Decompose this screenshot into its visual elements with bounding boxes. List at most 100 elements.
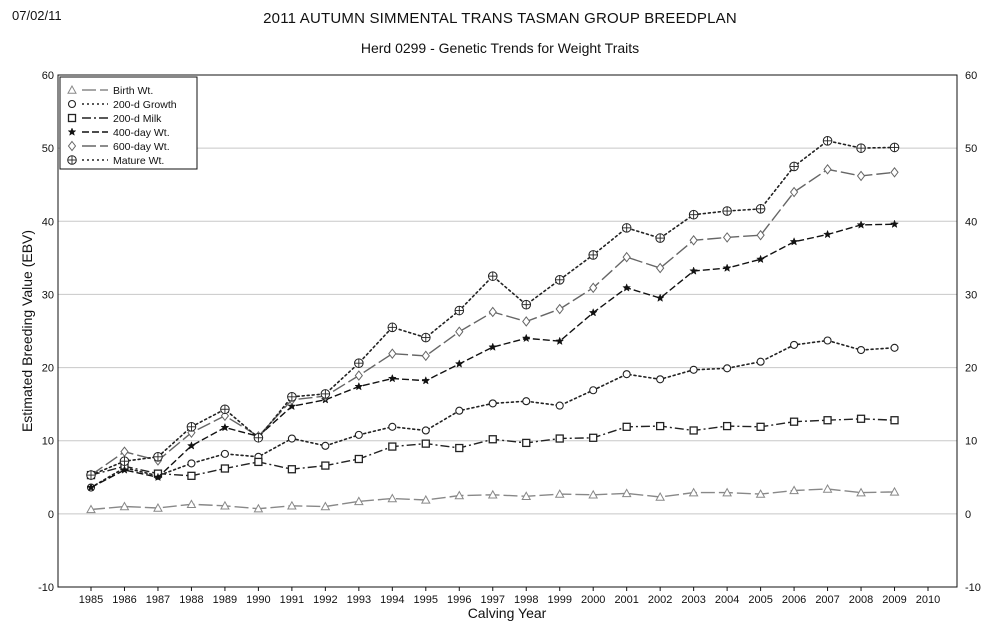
data-point xyxy=(388,422,397,431)
data-point xyxy=(455,406,464,415)
series-line xyxy=(90,339,896,489)
data-point xyxy=(187,471,196,480)
data-point xyxy=(67,99,77,109)
data-point xyxy=(621,488,632,498)
data-point xyxy=(656,262,665,274)
data-point xyxy=(522,397,531,406)
data-point xyxy=(67,113,77,123)
series-group xyxy=(86,136,900,514)
data-point xyxy=(856,414,866,423)
data-point xyxy=(789,161,799,172)
data-point xyxy=(655,233,665,243)
series-200-d-milk xyxy=(86,414,899,480)
data-point xyxy=(621,223,632,233)
data-point xyxy=(789,417,799,426)
data-point xyxy=(555,401,564,410)
x-tick-label: 1986 xyxy=(112,594,136,606)
y-tick-label-right: 30 xyxy=(965,289,977,301)
x-axis-label: Calving Year xyxy=(468,605,547,621)
x-tick-label: 1988 xyxy=(179,594,203,606)
data-point xyxy=(220,404,230,415)
data-point xyxy=(487,489,498,499)
data-point xyxy=(521,333,531,343)
data-point xyxy=(186,499,197,509)
data-point xyxy=(622,283,632,292)
data-point xyxy=(856,220,866,229)
legend-label: Mature Wt. xyxy=(113,155,164,167)
x-tick-label: 1997 xyxy=(481,594,505,606)
data-point xyxy=(354,430,363,439)
series-line xyxy=(90,168,895,476)
legend: Birth Wt. 200-d Growth 200-d Milk 400-day W… xyxy=(59,76,198,170)
data-point xyxy=(421,350,430,362)
data-point xyxy=(822,136,833,146)
data-point xyxy=(722,421,732,431)
y-tick-label-right: 60 xyxy=(965,70,977,82)
y-axis-left: -10 0 10 20 30 40 50 60 xyxy=(38,70,54,594)
data-point xyxy=(755,489,766,498)
data-point xyxy=(555,434,564,443)
data-point xyxy=(387,493,398,503)
data-point xyxy=(86,482,96,492)
data-point xyxy=(220,464,230,473)
data-point xyxy=(354,358,364,368)
y-tick-label-right: -10 xyxy=(965,582,981,594)
data-point xyxy=(287,500,297,510)
x-tick-label: 1993 xyxy=(347,594,371,606)
data-point xyxy=(120,465,129,474)
data-point xyxy=(320,501,331,511)
data-point xyxy=(689,365,698,374)
data-point xyxy=(554,275,565,285)
legend-label: 200-d Milk xyxy=(113,113,162,125)
data-point xyxy=(487,271,498,281)
y-tick-label: 0 xyxy=(48,509,54,521)
x-tick-label: 2003 xyxy=(681,594,705,606)
data-point xyxy=(823,336,832,345)
data-point xyxy=(421,426,430,435)
y-tick-label: 20 xyxy=(42,363,54,375)
data-point xyxy=(119,501,130,511)
data-point xyxy=(521,491,532,501)
data-point xyxy=(522,316,531,327)
x-tick-label: 2000 xyxy=(581,594,605,606)
data-point xyxy=(153,502,163,512)
data-point xyxy=(889,142,900,153)
data-point xyxy=(287,434,296,443)
data-point xyxy=(67,140,77,152)
data-point xyxy=(220,422,230,432)
data-point xyxy=(890,219,899,229)
data-point xyxy=(789,485,799,495)
data-point xyxy=(622,422,631,431)
data-point xyxy=(321,461,330,470)
x-tick-label: 2005 xyxy=(748,594,772,606)
series-400-day-wt xyxy=(86,219,899,492)
y-tick-label: 30 xyxy=(42,289,54,301)
data-point xyxy=(353,496,364,506)
x-tick-label: 1989 xyxy=(213,594,237,606)
data-point xyxy=(86,504,96,514)
grid-lines xyxy=(58,147,957,515)
y-tick-label-right: 0 xyxy=(965,509,971,521)
data-point xyxy=(387,322,398,333)
data-point xyxy=(722,206,732,216)
x-tick-label: 1991 xyxy=(280,594,304,606)
data-point xyxy=(67,127,77,136)
data-point xyxy=(120,446,129,458)
data-point xyxy=(722,263,732,272)
data-point xyxy=(622,370,631,379)
x-axis: 1985 1986 1987 1988 1989 1990 1991 1992 1993 1994… xyxy=(79,587,940,606)
data-point xyxy=(287,392,297,402)
data-point xyxy=(153,472,163,482)
y-tick-label-right: 40 xyxy=(965,216,977,228)
x-tick-label: 1999 xyxy=(547,594,571,606)
data-point xyxy=(488,342,498,351)
data-point xyxy=(321,441,330,450)
x-tick-label: 1994 xyxy=(380,594,404,606)
data-point xyxy=(822,483,833,493)
page-title: 2011 AUTUMN SIMMENTAL TRANS TASMAN GROUP… xyxy=(263,10,737,27)
data-point xyxy=(722,487,732,497)
data-point xyxy=(554,489,565,498)
series-mature-wt xyxy=(86,136,900,480)
y-tick-label-right: 50 xyxy=(965,143,977,155)
data-point xyxy=(320,389,331,399)
